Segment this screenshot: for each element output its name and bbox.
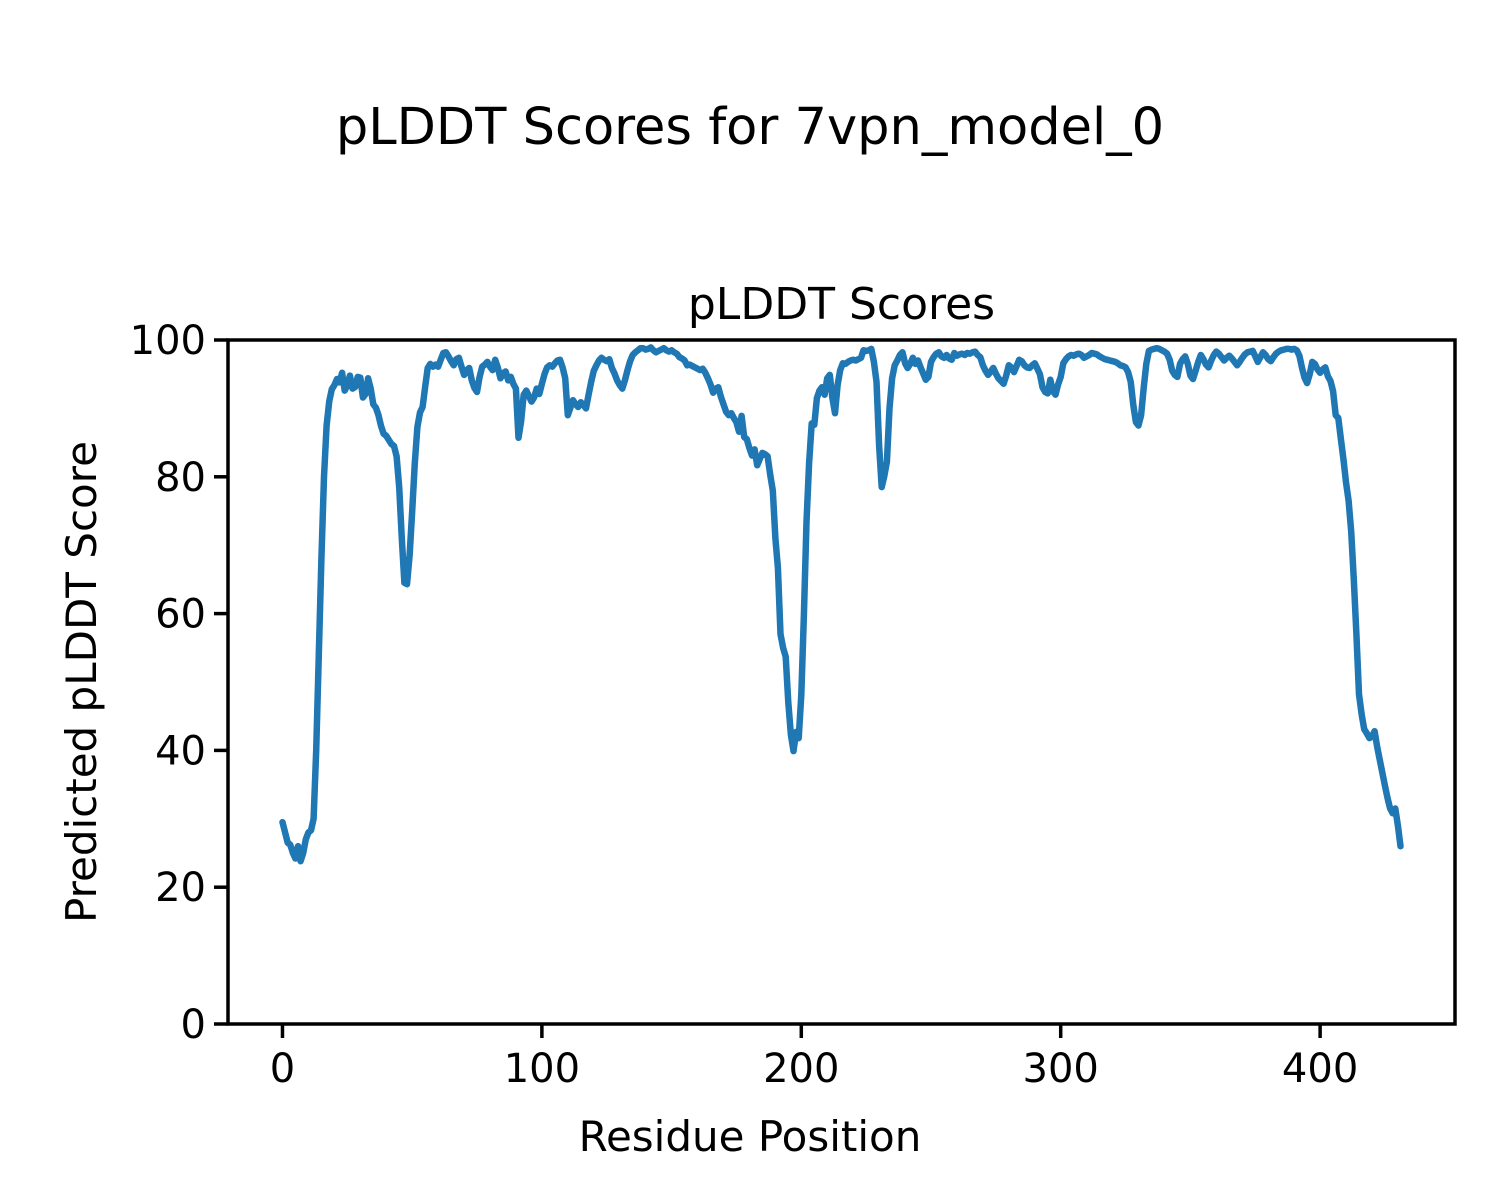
figure-title: pLDDT Scores for 7vpn_model_0 xyxy=(335,98,1165,157)
y-tick-label: 60 xyxy=(155,592,206,638)
y-tick-label: 100 xyxy=(130,318,206,364)
axes-title: pLDDT Scores xyxy=(687,279,996,330)
axis-tick-labels: 0 100 200 300 400 0 20 40 60 80 100 xyxy=(130,318,1359,1092)
y-tick-label: 80 xyxy=(155,455,206,501)
plddt-line-series xyxy=(279,344,1404,865)
y-tick-label: 20 xyxy=(155,865,206,911)
x-axis-label: Residue Position xyxy=(578,1112,922,1161)
x-tick-label: 100 xyxy=(504,1046,580,1092)
x-tick-label: 300 xyxy=(1023,1046,1099,1092)
x-tick-label: 200 xyxy=(763,1046,839,1092)
axis-ticks xyxy=(214,338,1322,1038)
line-series-group xyxy=(279,344,1404,865)
plot-frame xyxy=(226,338,1457,1026)
y-tick-label: 40 xyxy=(155,728,206,774)
x-tick-label: 0 xyxy=(270,1046,295,1092)
axes-frame xyxy=(226,338,1457,1026)
x-tick-label: 400 xyxy=(1282,1046,1358,1092)
y-tick-label: 0 xyxy=(181,1002,206,1048)
